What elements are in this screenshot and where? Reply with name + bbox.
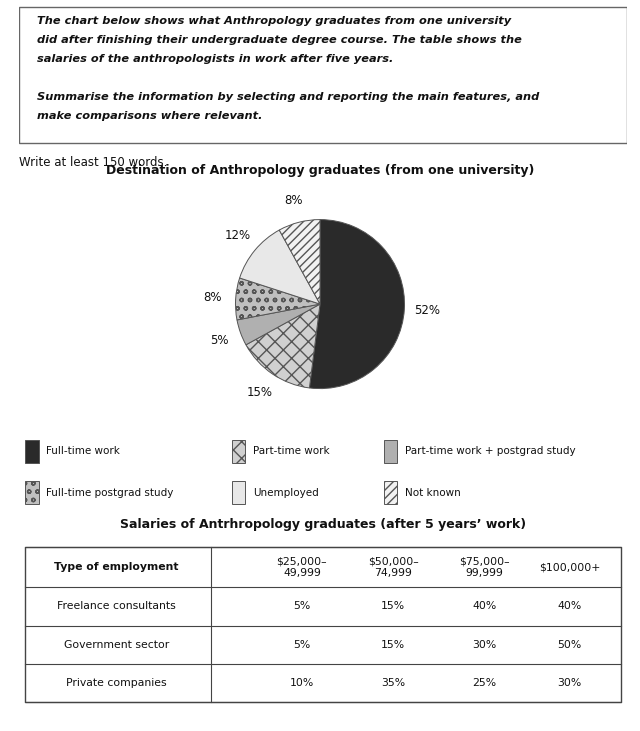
Wedge shape — [279, 219, 320, 304]
Bar — [232, 440, 245, 463]
Text: $25,000–
49,999: $25,000– 49,999 — [276, 556, 327, 578]
Text: 8%: 8% — [204, 291, 222, 304]
Title: Destination of Anthropology graduates (from one university): Destination of Anthropology graduates (f… — [106, 164, 534, 178]
Text: Unemployed: Unemployed — [253, 488, 319, 498]
Text: Full-time postgrad study: Full-time postgrad study — [46, 488, 173, 498]
Text: 35%: 35% — [381, 678, 405, 689]
Bar — [26, 440, 38, 463]
Wedge shape — [246, 304, 320, 388]
Text: Government sector: Government sector — [64, 640, 169, 650]
FancyBboxPatch shape — [19, 7, 627, 143]
Text: make comparisons where relevant.: make comparisons where relevant. — [37, 110, 263, 121]
Text: Salaries of Antrhropology graduates (after 5 years’ work): Salaries of Antrhropology graduates (aft… — [120, 518, 526, 531]
Wedge shape — [236, 278, 320, 320]
Text: 8%: 8% — [284, 194, 303, 207]
Text: 40%: 40% — [472, 602, 497, 611]
Text: Not known: Not known — [404, 488, 460, 498]
Text: 10%: 10% — [290, 678, 314, 689]
Wedge shape — [237, 304, 320, 345]
Text: 30%: 30% — [472, 640, 497, 650]
Text: Freelance consultants: Freelance consultants — [57, 602, 176, 611]
Text: 25%: 25% — [472, 678, 497, 689]
Text: $50,000–
74,999: $50,000– 74,999 — [368, 556, 419, 578]
Text: 5%: 5% — [293, 602, 310, 611]
Text: 30%: 30% — [557, 678, 582, 689]
Wedge shape — [309, 219, 404, 389]
Bar — [384, 440, 397, 463]
Text: 5%: 5% — [210, 334, 228, 347]
Text: salaries of the anthropologists in work after five years.: salaries of the anthropologists in work … — [37, 53, 394, 64]
Text: $100,000+: $100,000+ — [539, 562, 600, 572]
Bar — [384, 481, 397, 504]
Text: Part-time work + postgrad study: Part-time work + postgrad study — [404, 447, 575, 456]
Text: 52%: 52% — [414, 304, 440, 317]
Text: Summarise the information by selecting and reporting the main features, and: Summarise the information by selecting a… — [37, 92, 540, 102]
Text: Part-time work: Part-time work — [253, 447, 330, 456]
Bar — [26, 481, 38, 504]
Text: 5%: 5% — [293, 640, 310, 650]
Text: Full-time work: Full-time work — [46, 447, 120, 456]
Text: Type of employment: Type of employment — [54, 562, 179, 572]
Text: did after finishing their undergraduate degree course. The table shows the: did after finishing their undergraduate … — [37, 35, 522, 45]
Bar — [26, 548, 621, 702]
Text: The chart below shows what Anthropology graduates from one university: The chart below shows what Anthropology … — [37, 17, 511, 26]
Text: $75,000–
99,999: $75,000– 99,999 — [459, 556, 509, 578]
Text: Private companies: Private companies — [66, 678, 167, 689]
Text: 15%: 15% — [381, 602, 405, 611]
Text: 15%: 15% — [246, 387, 273, 399]
Wedge shape — [239, 230, 320, 304]
Text: 50%: 50% — [557, 640, 582, 650]
Text: 12%: 12% — [224, 229, 250, 242]
Text: Write at least 150 words.: Write at least 150 words. — [19, 156, 168, 170]
Text: 15%: 15% — [381, 640, 405, 650]
Text: 40%: 40% — [557, 602, 582, 611]
Bar — [232, 481, 245, 504]
